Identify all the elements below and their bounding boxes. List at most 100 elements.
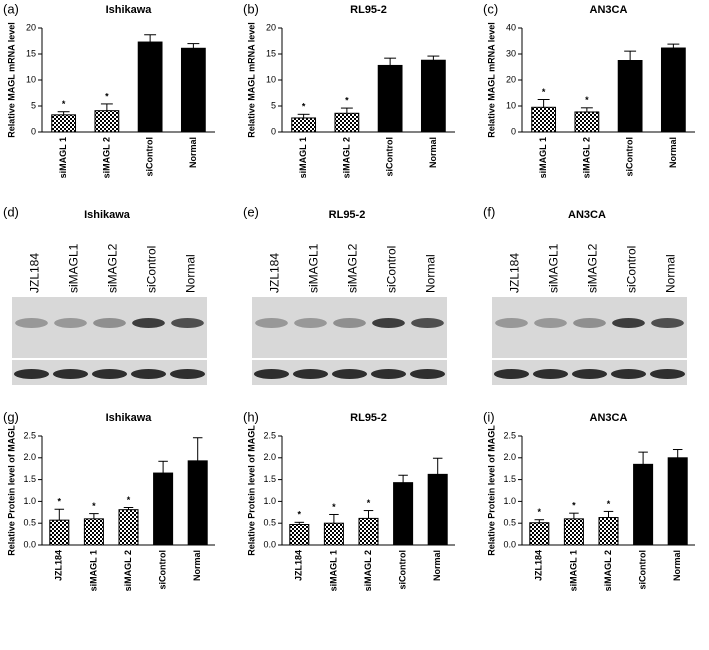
y-tick-label: 10 bbox=[506, 100, 516, 110]
x-tick-label: siMAGL 1 bbox=[88, 550, 98, 591]
bar bbox=[563, 518, 584, 546]
x-tick-label: JZL184 bbox=[54, 550, 64, 581]
blot-band bbox=[91, 369, 128, 379]
significance-marker: * bbox=[367, 498, 371, 508]
panel-label: (e) bbox=[243, 204, 259, 219]
blot-band bbox=[130, 369, 167, 379]
y-axis-label: Relative Protein level of MAGL bbox=[486, 425, 496, 556]
y-tick-label: 0.5 bbox=[503, 518, 516, 528]
lane-label: JZL184 bbox=[28, 253, 42, 293]
bar bbox=[358, 517, 379, 546]
y-tick-label: 2.5 bbox=[23, 430, 36, 440]
bar bbox=[427, 473, 448, 546]
lane-label: siMAGL1 bbox=[547, 243, 561, 293]
chart-title: RL95-2 bbox=[350, 4, 387, 16]
x-tick-label: siMAGL 1 bbox=[328, 550, 338, 591]
y-tick-label: 2.5 bbox=[503, 430, 516, 440]
lane-label: siControl bbox=[385, 246, 399, 293]
x-tick-label: siControl bbox=[637, 550, 647, 590]
y-axis-label: Relative MAGL mRNA level bbox=[6, 22, 16, 138]
y-axis-label: Relative Protein level of MAGL bbox=[246, 425, 256, 556]
blot-band bbox=[171, 318, 204, 328]
x-tick-label: siControl bbox=[625, 137, 635, 177]
blot-band bbox=[573, 318, 606, 328]
bar bbox=[420, 59, 446, 133]
x-tick-label: siControl bbox=[157, 550, 167, 590]
significance-marker: * bbox=[332, 502, 336, 512]
x-tick-label: siMAGL 1 bbox=[298, 137, 308, 178]
blot-title: Ishikawa bbox=[84, 209, 131, 221]
blot-band bbox=[253, 369, 290, 379]
lane-label: siMAGL1 bbox=[307, 243, 321, 293]
bar bbox=[377, 64, 403, 133]
blot-band bbox=[331, 369, 368, 379]
panel-label: (b) bbox=[243, 1, 259, 16]
blot-band bbox=[649, 369, 686, 379]
lane-label: siControl bbox=[145, 246, 159, 293]
bar bbox=[667, 457, 688, 546]
x-tick-label: siMAGL 2 bbox=[341, 137, 351, 178]
bar bbox=[598, 517, 619, 546]
x-tick-label: Normal bbox=[668, 137, 678, 168]
blot-title: AN3CA bbox=[568, 209, 606, 221]
blot-band bbox=[610, 369, 647, 379]
y-tick-label: 1.0 bbox=[503, 496, 516, 506]
chart-title: AN3CA bbox=[590, 4, 628, 16]
bar bbox=[393, 482, 414, 546]
blot-band bbox=[411, 318, 444, 328]
bar bbox=[94, 110, 120, 133]
lane-label: siMAGL2 bbox=[586, 243, 600, 293]
y-tick-label: 5 bbox=[271, 100, 276, 110]
blot-band bbox=[15, 318, 48, 328]
x-tick-label: Normal bbox=[192, 550, 202, 581]
panel-label: (a) bbox=[3, 1, 19, 16]
significance-marker: * bbox=[298, 510, 302, 520]
x-tick-label: Normal bbox=[432, 550, 442, 581]
lane-label: Normal bbox=[424, 254, 438, 293]
x-tick-label: siMAGL 2 bbox=[363, 550, 373, 591]
blot-band bbox=[495, 318, 528, 328]
x-tick-label: siMAGL 2 bbox=[581, 137, 591, 178]
chart-title: AN3CA bbox=[590, 412, 628, 424]
bar bbox=[323, 522, 344, 546]
significance-marker: * bbox=[585, 95, 589, 105]
y-tick-label: 10 bbox=[26, 74, 36, 84]
y-tick-label: 20 bbox=[266, 22, 276, 32]
x-tick-label: Normal bbox=[428, 137, 438, 168]
bar bbox=[118, 509, 139, 546]
y-tick-label: 1.0 bbox=[23, 496, 36, 506]
x-tick-label: JZL184 bbox=[294, 550, 304, 581]
y-tick-label: 1.0 bbox=[263, 496, 276, 506]
significance-marker: * bbox=[345, 95, 349, 105]
y-tick-label: 2.0 bbox=[23, 452, 36, 462]
x-tick-label: Normal bbox=[188, 137, 198, 168]
significance-marker: * bbox=[542, 87, 546, 97]
panel-label: (h) bbox=[243, 409, 259, 424]
blot-band bbox=[132, 318, 165, 328]
significance-marker: * bbox=[105, 91, 109, 101]
significance-marker: * bbox=[62, 99, 66, 109]
panel-label: (i) bbox=[483, 409, 495, 424]
bar bbox=[51, 114, 77, 133]
blot-title: RL95-2 bbox=[329, 209, 366, 221]
significance-marker: * bbox=[572, 501, 576, 511]
y-tick-label: 1.5 bbox=[503, 474, 516, 484]
panel-label: (f) bbox=[483, 204, 495, 219]
blot-band bbox=[534, 318, 567, 328]
blot-band bbox=[372, 318, 405, 328]
lane-label: JZL184 bbox=[268, 253, 282, 293]
blot-band bbox=[651, 318, 684, 328]
bar bbox=[529, 522, 550, 546]
blot-band bbox=[612, 318, 645, 328]
blot-band bbox=[409, 369, 446, 379]
x-tick-label: siMAGL 2 bbox=[101, 137, 111, 178]
lane-label: siMAGL1 bbox=[67, 243, 81, 293]
bar bbox=[633, 463, 654, 546]
blot-band bbox=[169, 369, 206, 379]
y-tick-label: 1.5 bbox=[23, 474, 36, 484]
lane-label: siMAGL2 bbox=[106, 243, 120, 293]
bar bbox=[291, 117, 317, 133]
x-tick-label: siControl bbox=[397, 550, 407, 590]
